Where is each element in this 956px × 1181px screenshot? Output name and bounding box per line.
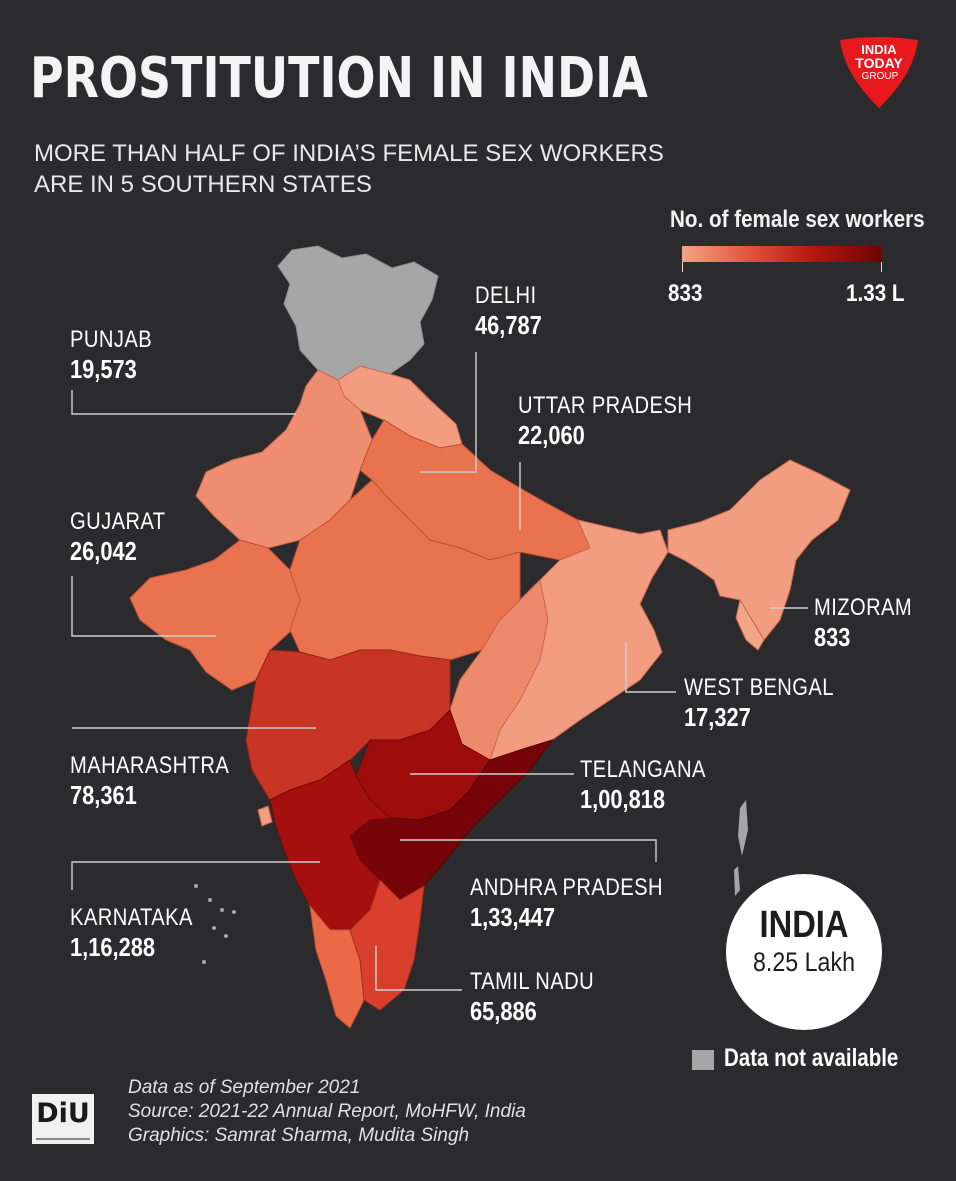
legend-color-scale bbox=[682, 246, 882, 262]
label-mizoram-name: MIZORAM bbox=[814, 594, 913, 621]
region-north-east bbox=[667, 459, 851, 641]
not-available-label: Data not available bbox=[724, 1044, 899, 1072]
label-up-name: UTTAR PRADESH bbox=[518, 392, 693, 419]
label-maharashtra-value: 78,361 bbox=[70, 780, 137, 810]
label-karnataka-value: 1,16,288 bbox=[70, 932, 156, 962]
label-wb-value: 17,327 bbox=[684, 702, 751, 732]
label-punjab-name: PUNJAB bbox=[70, 326, 153, 353]
label-up-value: 22,060 bbox=[518, 420, 585, 450]
label-ap-name: ANDHRA PRADESH bbox=[470, 874, 663, 901]
total-label: INDIA bbox=[759, 904, 849, 946]
legend-tick-max bbox=[881, 262, 882, 272]
total-value: 8.25 Lakh bbox=[752, 947, 855, 977]
logo-line1: INDIA bbox=[861, 42, 897, 57]
label-andhra-pradesh: ANDHRA PRADESH 1,33,447 bbox=[470, 874, 663, 932]
label-mizoram: MIZORAM 833 bbox=[814, 594, 912, 652]
region-mizoram bbox=[735, 598, 765, 651]
label-tamil-nadu: TAMIL NADU 65,886 bbox=[470, 968, 594, 1026]
page-title: PROSTITUTION IN INDIA bbox=[30, 46, 648, 111]
logo-line2: TODAY bbox=[855, 55, 903, 71]
region-kerala bbox=[309, 904, 365, 1029]
region-tamil-nadu bbox=[349, 879, 425, 1011]
region-karnataka bbox=[269, 759, 392, 931]
leader-tamil-nadu bbox=[375, 946, 462, 991]
leader-karnataka bbox=[71, 861, 320, 890]
note-date: Data as of September 2021 bbox=[128, 1077, 361, 1098]
label-telangana: TELANGANA 1,00,818 bbox=[580, 756, 706, 814]
label-gujarat-name: GUJARAT bbox=[70, 508, 166, 535]
label-punjab-value: 19,573 bbox=[70, 354, 137, 384]
label-delhi-value: 46,787 bbox=[475, 310, 542, 340]
india-today-logo: INDIA TODAY GROUP bbox=[840, 37, 918, 108]
region-lakshadweep bbox=[194, 884, 236, 964]
india-total-badge: INDIA 8.25 Lakh bbox=[726, 874, 882, 1030]
diu-logo-underline bbox=[36, 1138, 90, 1140]
note-graphics: Graphics: Samrat Sharma, Mudita Singh bbox=[128, 1125, 470, 1146]
label-delhi-name: DELHI bbox=[475, 282, 537, 309]
region-jammu-kashmir bbox=[277, 245, 439, 381]
label-delhi: DELHI 46,787 bbox=[475, 282, 542, 340]
label-wb-name: WEST BENGAL bbox=[684, 674, 834, 701]
region-andaman-2 bbox=[734, 866, 740, 896]
label-punjab: PUNJAB 19,573 bbox=[70, 326, 152, 384]
label-maharashtra: MAHARASHTRA 78,361 bbox=[70, 752, 229, 810]
label-karnataka: KARNATAKA 1,16,288 bbox=[70, 904, 193, 962]
label-uttar-pradesh: UTTAR PRADESH 22,060 bbox=[518, 392, 692, 450]
region-goa bbox=[257, 805, 273, 827]
label-tn-name: TAMIL NADU bbox=[470, 968, 595, 995]
leader-punjab bbox=[71, 390, 296, 415]
leader-delhi bbox=[420, 352, 477, 473]
label-gujarat: GUJARAT 26,042 bbox=[70, 508, 166, 566]
leader-andhra bbox=[400, 839, 657, 862]
leader-west-bengal bbox=[625, 642, 676, 693]
region-andaman bbox=[738, 800, 748, 856]
legend-title: No. of female sex workers bbox=[670, 206, 925, 233]
legend-min: 833 bbox=[668, 280, 703, 307]
label-tn-value: 65,886 bbox=[470, 996, 537, 1026]
diu-logo-text: DiU bbox=[36, 1098, 90, 1129]
legend-tick-min bbox=[682, 262, 683, 272]
label-mizoram-value: 833 bbox=[814, 622, 851, 652]
label-maharashtra-name: MAHARASHTRA bbox=[70, 752, 230, 779]
leader-gujarat bbox=[71, 576, 216, 637]
footnotes: Data as of September 2021 Source: 2021-2… bbox=[128, 1076, 526, 1148]
label-telangana-value: 1,00,818 bbox=[580, 784, 666, 814]
note-source: Source: 2021-22 Annual Report, MoHFW, In… bbox=[128, 1101, 526, 1122]
logo-line3: GROUP bbox=[862, 71, 899, 82]
diu-logo: DiU bbox=[32, 1094, 94, 1144]
not-available-swatch bbox=[692, 1050, 714, 1070]
label-west-bengal: WEST BENGAL 17,327 bbox=[684, 674, 834, 732]
leader-lines bbox=[71, 352, 808, 991]
legend-max: 1.33 L bbox=[846, 280, 905, 307]
page-subtitle: MORE THAN HALF OF INDIA’S FEMALE SEX WOR… bbox=[34, 140, 664, 198]
label-ap-value: 1,33,447 bbox=[470, 902, 556, 932]
label-karnataka-name: KARNATAKA bbox=[70, 904, 193, 931]
label-telangana-name: TELANGANA bbox=[580, 756, 706, 783]
label-gujarat-value: 26,042 bbox=[70, 536, 137, 566]
